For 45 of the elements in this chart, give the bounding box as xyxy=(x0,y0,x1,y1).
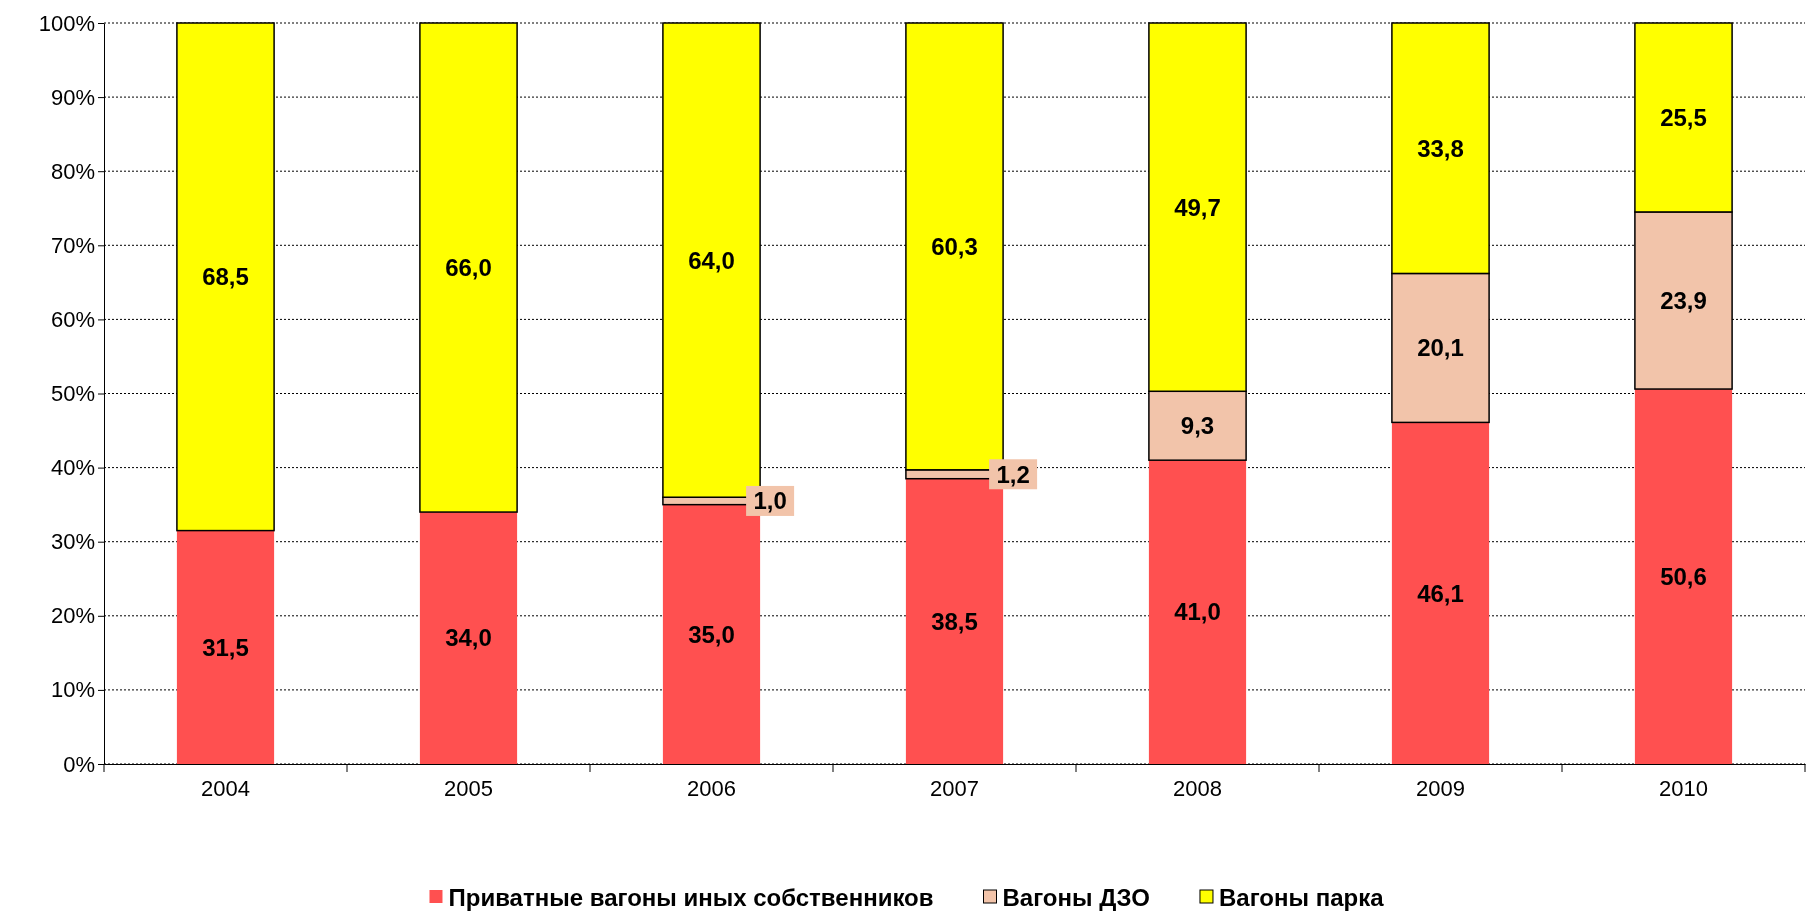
x-tick-label: 2007 xyxy=(930,775,979,801)
data-label: 41,0 xyxy=(1174,598,1221,626)
bar xyxy=(1391,422,1490,764)
y-tick-label: 0% xyxy=(63,751,95,777)
y-tick-label: 60% xyxy=(50,306,95,332)
y-tick-label: 10% xyxy=(50,677,95,703)
y-tick-label: 50% xyxy=(50,381,95,407)
y-tick-label: 40% xyxy=(50,455,95,481)
x-tick-label: 2005 xyxy=(444,775,493,801)
x-tick-label: 2008 xyxy=(1173,775,1222,801)
data-label: 38,5 xyxy=(931,607,978,635)
data-label: 20,1 xyxy=(1417,334,1464,362)
data-label: 64,0 xyxy=(688,246,735,274)
data-label: 46,1 xyxy=(1417,579,1464,607)
y-tick-label: 70% xyxy=(50,232,95,258)
legend-label: Приватные вагоны иных собственников xyxy=(448,884,934,912)
data-label: 1,2 xyxy=(996,460,1030,488)
data-label: 23,9 xyxy=(1660,286,1707,314)
data-label: 68,5 xyxy=(202,263,249,291)
legend-label: Вагоны ДЗО xyxy=(1002,884,1150,912)
bar xyxy=(176,530,275,764)
x-tick-label: 2009 xyxy=(1416,775,1465,801)
x-tick-label: 2004 xyxy=(201,775,250,801)
x-tick-label: 2006 xyxy=(687,775,736,801)
y-tick-label: 30% xyxy=(50,529,95,555)
y-tick-label: 90% xyxy=(50,84,95,110)
data-label: 9,3 xyxy=(1180,412,1215,440)
data-label: 34,0 xyxy=(445,624,492,652)
data-label: 33,8 xyxy=(1417,134,1464,162)
data-label: 50,6 xyxy=(1660,562,1707,590)
legend-label: Вагоны парка xyxy=(1218,884,1385,912)
y-tick-label: 80% xyxy=(50,158,95,184)
y-tick-label: 20% xyxy=(50,603,95,629)
y-tick-label: 100% xyxy=(38,10,95,36)
data-label: 25,5 xyxy=(1660,103,1707,131)
data-label: 35,0 xyxy=(688,620,735,648)
bar xyxy=(1634,389,1733,764)
bar xyxy=(419,512,518,764)
data-label: 60,3 xyxy=(931,232,978,260)
data-label: 31,5 xyxy=(202,633,249,661)
data-label: 66,0 xyxy=(445,253,492,281)
bar xyxy=(1148,460,1247,764)
x-tick-label: 2010 xyxy=(1659,775,1708,801)
data-label: 1,0 xyxy=(753,487,787,515)
data-label: 49,7 xyxy=(1174,193,1221,221)
